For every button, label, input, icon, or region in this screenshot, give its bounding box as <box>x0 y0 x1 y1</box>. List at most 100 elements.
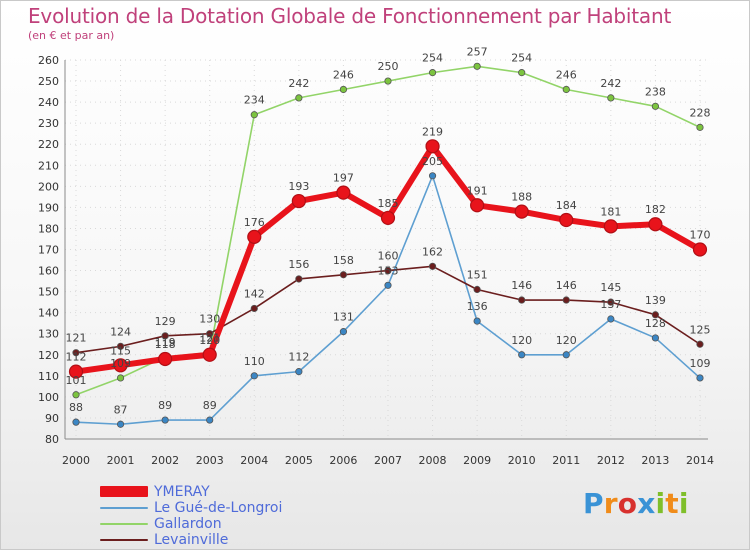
data-point <box>291 193 306 209</box>
data-point <box>470 198 485 213</box>
brand-letter: i <box>678 487 689 520</box>
data-label: 158 <box>333 254 354 267</box>
data-point <box>696 340 704 348</box>
data-point <box>562 351 570 359</box>
data-label: 136 <box>467 300 488 313</box>
data-label: 151 <box>467 269 488 282</box>
legend-swatch-le-gue-de-longroi <box>98 500 150 516</box>
data-label: 121 <box>199 332 220 345</box>
data-label: 120 <box>511 334 532 347</box>
y-tick-label: 260 <box>38 54 59 67</box>
brand-logo: Proxiti <box>583 490 689 518</box>
y-tick-label: 220 <box>38 138 59 151</box>
data-label: 89 <box>158 399 172 412</box>
x-tick-label: 2001 <box>107 454 135 467</box>
data-point <box>651 334 660 342</box>
legend-line-gallardon <box>100 523 148 525</box>
data-point <box>603 219 618 234</box>
legend-label-ymeray: YMERAY <box>154 484 210 500</box>
x-tick-label: 2006 <box>329 454 357 467</box>
legend-swatch-levainville <box>98 532 150 548</box>
data-label: 153 <box>377 264 398 277</box>
data-label: 145 <box>600 281 621 294</box>
data-point <box>295 94 303 102</box>
data-label: 146 <box>511 279 532 292</box>
data-label: 254 <box>422 52 443 65</box>
data-label: 181 <box>600 205 621 218</box>
data-label: 146 <box>556 279 577 292</box>
y-tick-label: 140 <box>38 307 59 320</box>
legend-line-le-gue-de-longroi <box>100 507 148 509</box>
data-label: 139 <box>645 294 666 307</box>
data-point <box>473 62 481 70</box>
x-tick-label: 2011 <box>552 454 580 467</box>
data-point <box>428 262 437 270</box>
axis-layer: 8090100110120130140150160170180190200210… <box>38 54 714 467</box>
data-point <box>562 85 570 94</box>
grid-layer <box>65 59 708 440</box>
data-point <box>384 266 392 275</box>
data-point <box>116 420 125 428</box>
x-tick-label: 2007 <box>374 454 402 467</box>
data-point <box>295 368 303 376</box>
legend-swatch-gallardon <box>98 516 150 532</box>
data-point <box>425 139 440 154</box>
data-label: 242 <box>288 77 309 90</box>
data-label: 205 <box>422 155 443 168</box>
y-tick-label: 80 <box>45 433 59 446</box>
data-label: 246 <box>556 68 577 81</box>
data-point <box>473 285 481 294</box>
data-label: 188 <box>511 191 532 204</box>
data-point <box>473 317 481 325</box>
legend-swatch-ymeray <box>98 484 150 500</box>
data-label: 137 <box>600 298 621 311</box>
y-tick-label: 190 <box>38 201 59 214</box>
data-label: 89 <box>203 399 217 412</box>
data-point <box>518 351 526 359</box>
data-label: 242 <box>600 77 621 90</box>
data-point <box>607 298 615 306</box>
data-label: 110 <box>244 355 265 368</box>
data-label: 88 <box>69 401 83 414</box>
data-label: 257 <box>467 45 488 58</box>
data-label: 170 <box>689 229 710 242</box>
data-point <box>651 102 660 110</box>
series-layer <box>68 62 708 428</box>
data-label: 176 <box>244 216 265 229</box>
data-point <box>202 347 217 362</box>
data-label: 197 <box>333 172 354 185</box>
data-label: 121 <box>66 332 87 345</box>
data-label: 238 <box>645 85 666 98</box>
y-tick-label: 150 <box>38 286 59 299</box>
data-label: 142 <box>244 287 265 300</box>
data-label: 87 <box>114 403 128 416</box>
legend-item-ymeray: YMERAY <box>98 484 358 500</box>
data-label: 191 <box>467 184 488 197</box>
x-tick-label: 2000 <box>62 454 90 467</box>
data-label: 112 <box>66 351 87 364</box>
data-label: 119 <box>155 336 176 349</box>
data-point <box>250 372 258 380</box>
data-label: 131 <box>333 311 354 324</box>
y-tick-label: 180 <box>38 222 59 235</box>
data-point <box>72 349 80 357</box>
brand-letter: o <box>617 487 638 520</box>
brand-letter: r <box>603 487 618 520</box>
legend-line-ymeray <box>100 486 148 497</box>
data-label: 109 <box>110 357 131 370</box>
data-point <box>514 204 529 219</box>
y-tick-label: 200 <box>38 180 59 193</box>
data-point <box>339 328 348 336</box>
data-label: 124 <box>110 325 131 338</box>
legend: YMERAY Le Gué-de-Longroi Gallardon Levai… <box>98 484 358 548</box>
legend-line-levainville <box>100 539 148 541</box>
data-point <box>607 94 615 102</box>
data-point <box>339 85 348 94</box>
data-point <box>113 358 128 373</box>
data-point <box>380 210 396 226</box>
y-tick-label: 160 <box>38 265 59 278</box>
data-point <box>559 212 574 228</box>
y-tick-label: 110 <box>38 370 59 383</box>
